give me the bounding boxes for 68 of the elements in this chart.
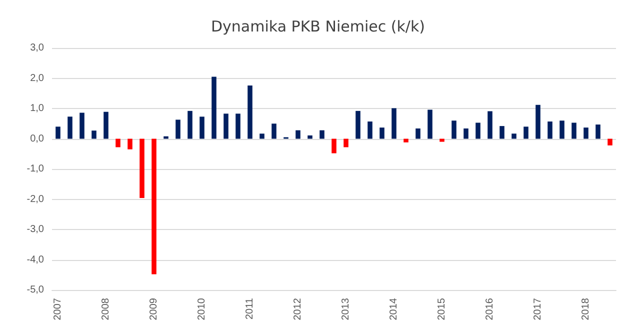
- bar: [476, 122, 480, 139]
- x-tick-label: 2012: [292, 298, 304, 320]
- y-tick-label: -2,0: [26, 194, 44, 205]
- bar: [236, 114, 240, 139]
- bar: [584, 128, 588, 139]
- bar: [608, 138, 612, 146]
- bar: [332, 138, 336, 154]
- x-tick-label: 2013: [340, 298, 352, 320]
- bar: [512, 134, 516, 139]
- bar: [416, 128, 420, 139]
- bar: [560, 120, 564, 139]
- bar: [308, 135, 312, 139]
- bar: [524, 126, 528, 139]
- bar: [128, 138, 132, 150]
- bar: [68, 116, 72, 139]
- y-tick-label: 0,0: [30, 133, 44, 144]
- bar: [152, 138, 156, 274]
- y-tick-label: 1,0: [30, 103, 44, 114]
- x-tick-label: 2014: [388, 298, 400, 320]
- x-tick-label: 2008: [100, 298, 112, 320]
- x-tick-label: 2018: [580, 298, 592, 320]
- bar: [200, 116, 204, 139]
- bar: [272, 124, 276, 139]
- x-tick-label: 2007: [52, 298, 64, 320]
- x-tick-label: 2016: [484, 298, 496, 320]
- bar: [164, 136, 168, 139]
- y-tick-label: 2,0: [30, 72, 44, 84]
- y-tick-label: -1,0: [26, 164, 44, 174]
- bar: [368, 122, 372, 139]
- y-tick-label: 3,0: [30, 42, 44, 54]
- bar: [296, 130, 300, 139]
- bar: [116, 138, 120, 148]
- bar: [488, 111, 492, 139]
- bar: [404, 138, 408, 142]
- bar: [320, 130, 324, 139]
- bar: [572, 122, 576, 139]
- bar: [392, 108, 396, 139]
- bar: [260, 134, 264, 139]
- y-tick-label: -4,0: [26, 254, 44, 266]
- bar: [248, 86, 252, 139]
- bar: [428, 110, 432, 139]
- bar: [464, 128, 468, 139]
- bar: [176, 120, 180, 139]
- x-tick-label: 2011: [244, 298, 256, 320]
- chart-title: Dynamika PKB Niemiec (k/k): [211, 18, 425, 36]
- bar: [140, 138, 144, 198]
- bar: [56, 126, 60, 139]
- y-tick-label: -5,0: [26, 284, 44, 296]
- x-tick-label: 2010: [196, 298, 208, 320]
- bar: [92, 130, 96, 139]
- bar: [536, 104, 540, 139]
- bar: [188, 110, 192, 139]
- bar: [440, 138, 444, 142]
- bar: [212, 76, 216, 139]
- bar: [500, 126, 504, 139]
- bar: [596, 124, 600, 139]
- bar: [80, 112, 84, 139]
- y-tick-label: -3,0: [26, 224, 44, 235]
- bar: [356, 110, 360, 139]
- x-tick-label: 2017: [532, 298, 544, 320]
- bar: [452, 120, 456, 139]
- x-tick-label: 2015: [436, 298, 448, 320]
- bar: [344, 138, 348, 148]
- x-tick-label: 2009: [148, 298, 160, 320]
- bar: [104, 112, 108, 139]
- bar: [548, 122, 552, 139]
- bar: [380, 128, 384, 139]
- bar: [224, 114, 228, 139]
